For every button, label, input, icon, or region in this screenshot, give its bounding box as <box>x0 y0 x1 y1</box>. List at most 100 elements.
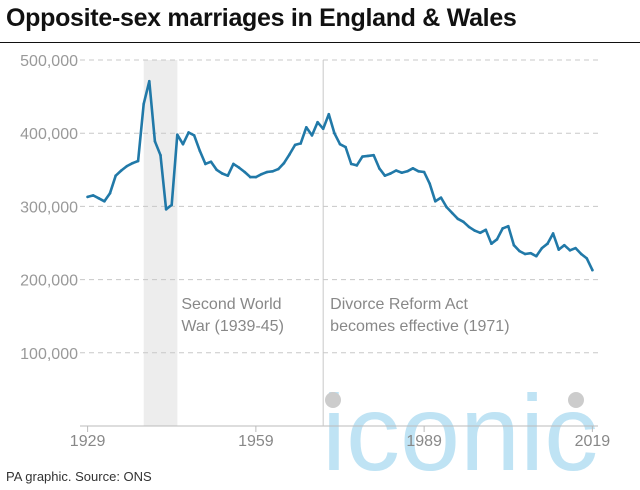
band-annotation-text: Second World <box>181 296 281 313</box>
data-point <box>400 171 403 175</box>
data-point <box>108 191 112 195</box>
data-point <box>518 249 521 253</box>
data-point <box>406 169 409 173</box>
data-point <box>136 159 140 163</box>
data-point <box>355 164 359 167</box>
data-point <box>305 126 308 129</box>
data-point <box>187 131 190 134</box>
data-point <box>361 155 364 158</box>
vline-annotation-text: Divorce Reform Act <box>330 296 468 313</box>
watermark-text: iconic <box>322 372 598 490</box>
data-point <box>321 127 325 131</box>
data-point <box>271 169 274 173</box>
data-point <box>204 162 207 166</box>
data-point <box>574 246 577 250</box>
data-point <box>535 254 538 258</box>
y-tick-label: 200,000 <box>20 273 78 290</box>
data-point <box>192 134 196 137</box>
x-tick-label: 1959 <box>238 433 274 450</box>
data-point <box>349 162 353 166</box>
data-point <box>232 162 235 166</box>
data-point <box>417 169 420 173</box>
data-point <box>148 79 151 83</box>
data-point <box>327 112 331 116</box>
data-point <box>209 160 213 164</box>
data-point <box>568 249 572 252</box>
data-point <box>439 196 443 199</box>
war-shaded-band <box>143 60 178 426</box>
y-tick-label: 400,000 <box>20 126 78 143</box>
data-point <box>591 268 594 272</box>
data-point <box>372 153 375 157</box>
chart-title: Opposite-sex marriages in England & Wale… <box>6 4 517 32</box>
data-point <box>585 257 589 260</box>
x-tick-label: 2019 <box>575 433 611 450</box>
data-point <box>422 170 426 174</box>
watermark-dot-right <box>568 392 584 408</box>
data-point <box>490 242 493 246</box>
data-point <box>540 246 544 250</box>
data-point <box>467 225 471 229</box>
data-point <box>220 172 224 175</box>
data-point <box>478 231 482 235</box>
data-point <box>97 197 101 200</box>
data-point <box>237 166 241 169</box>
data-point <box>579 252 583 256</box>
data-point <box>394 169 398 172</box>
data-point <box>344 145 347 149</box>
data-point <box>164 208 168 211</box>
data-point <box>265 170 269 174</box>
data-point <box>254 175 258 179</box>
data-point <box>215 168 218 172</box>
data-point <box>484 228 488 232</box>
data-point <box>512 243 516 247</box>
title-rule <box>0 42 640 43</box>
y-tick-label: 500,000 <box>20 53 78 70</box>
data-point <box>316 120 319 124</box>
data-point <box>248 175 252 179</box>
data-point <box>551 232 555 235</box>
data-point <box>159 153 162 157</box>
data-point <box>377 167 381 170</box>
y-tick-label: 300,000 <box>20 199 78 216</box>
data-point <box>277 167 280 171</box>
data-point <box>445 205 448 209</box>
source-note: PA graphic. Source: ONS <box>6 469 152 484</box>
data-point <box>198 149 202 153</box>
band-annotation-text: War (1939-45) <box>181 318 284 335</box>
watermark-dot-left <box>325 392 341 408</box>
data-point <box>434 199 437 203</box>
data-point <box>389 172 392 175</box>
data-point <box>299 142 303 145</box>
data-point <box>86 195 89 199</box>
data-point <box>226 174 230 177</box>
data-point <box>153 139 157 143</box>
data-point <box>288 153 291 156</box>
data-point <box>456 217 460 221</box>
data-point <box>333 131 336 135</box>
data-point <box>310 134 314 137</box>
data-point <box>114 174 117 177</box>
data-point <box>450 211 454 215</box>
data-point <box>529 251 532 255</box>
x-tick-label: 1929 <box>70 433 106 450</box>
data-point <box>383 174 387 177</box>
x-tick-label: 1989 <box>406 433 442 450</box>
data-point <box>103 199 106 203</box>
data-point <box>495 238 499 241</box>
data-point <box>366 154 370 158</box>
data-point <box>462 220 465 224</box>
data-point <box>473 229 476 232</box>
data-point <box>428 182 432 186</box>
data-point <box>170 203 174 207</box>
data-point <box>563 243 566 247</box>
data-point <box>131 161 134 165</box>
data-point <box>181 142 185 146</box>
vline-annotation-text: becomes effective (1971) <box>330 318 509 335</box>
data-point <box>293 143 297 147</box>
data-point <box>506 224 510 228</box>
data-point <box>411 167 415 170</box>
data-point <box>119 169 123 172</box>
data-point <box>91 194 95 197</box>
